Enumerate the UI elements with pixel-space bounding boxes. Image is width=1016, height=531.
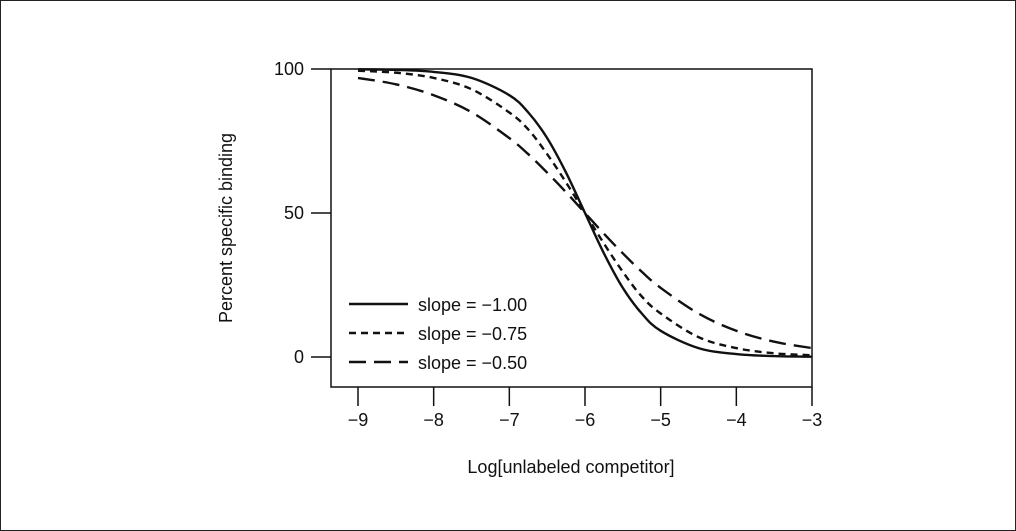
plot-area-frame: [330, 68, 813, 388]
x-tick-label: −6: [575, 410, 596, 430]
series-line-1: [357, 68, 813, 358]
series-line-2: [357, 69, 813, 357]
x-axis-ticks: −9 −8 −7 −6 −5 −4 −3: [348, 387, 823, 430]
legend-label-2: slope = −0.75: [418, 324, 527, 344]
x-tick-label: −7: [499, 410, 520, 430]
y-tick-label: 100: [274, 59, 304, 79]
x-axis-title: Log[unlabeled competitor]: [467, 457, 674, 477]
x-tick-label: −9: [348, 410, 369, 430]
x-tick-label: −4: [726, 410, 747, 430]
series-line-3: [357, 76, 813, 350]
x-tick-label: −3: [802, 410, 823, 430]
y-tick-label: 50: [284, 203, 304, 223]
legend-label-3: slope = −0.50: [418, 353, 527, 373]
legend: slope = −1.00 slope = −0.75 slope = −0.50: [349, 295, 527, 373]
y-axis-title: Percent specific binding: [216, 133, 236, 323]
x-tick-label: −5: [650, 410, 671, 430]
series-lines: [357, 68, 813, 358]
y-axis-ticks: 0 50 100: [274, 59, 331, 367]
x-tick-label: −8: [423, 410, 444, 430]
legend-label-1: slope = −1.00: [418, 295, 527, 315]
y-tick-label: 0: [294, 347, 304, 367]
